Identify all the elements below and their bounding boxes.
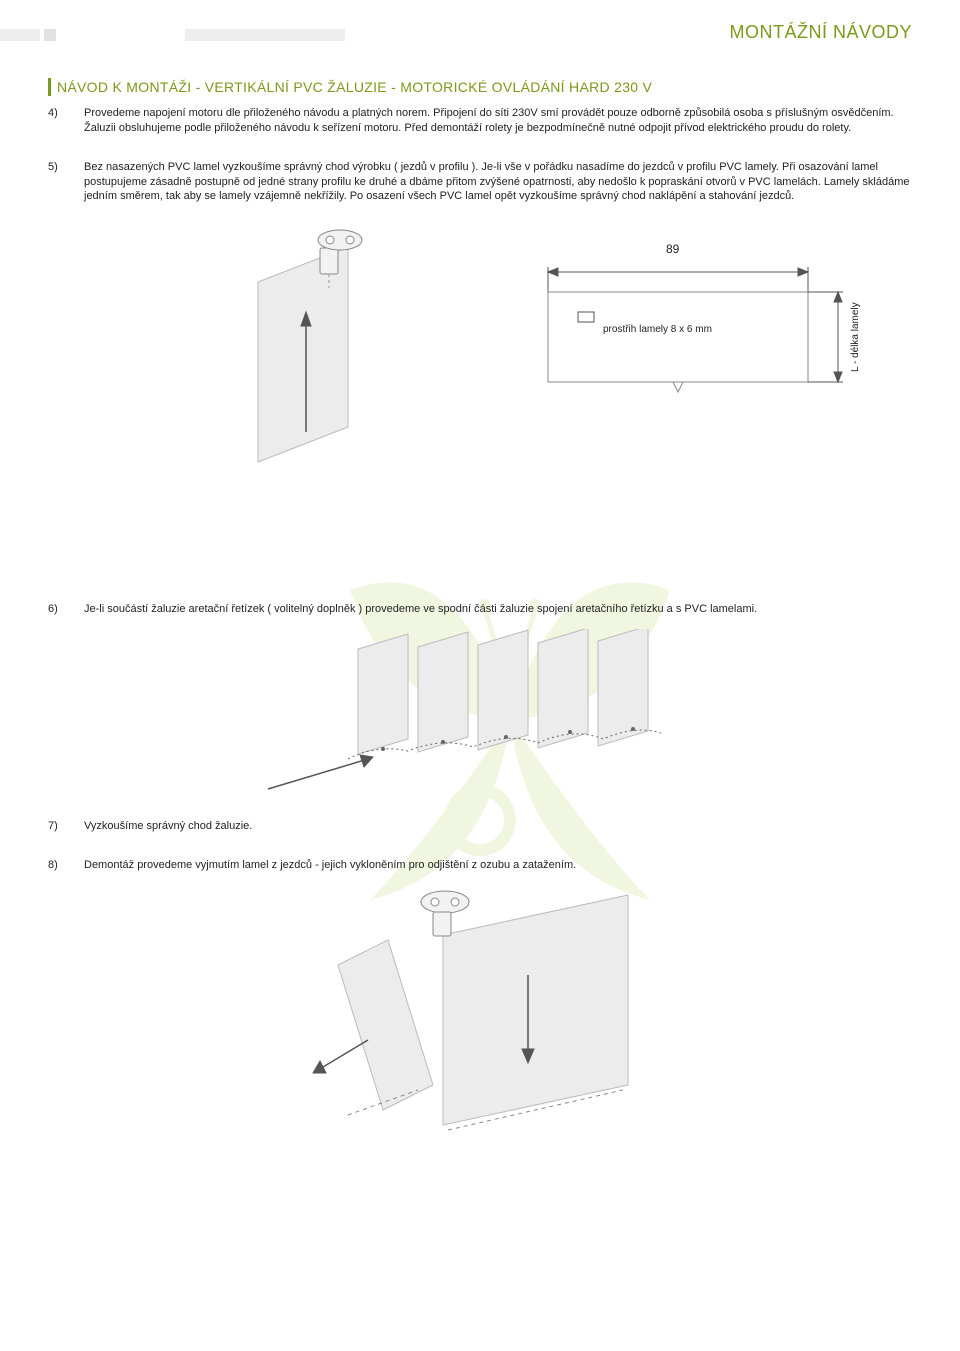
step-number: 6) — [48, 602, 84, 617]
step-number: 8) — [48, 858, 84, 873]
dimension-89: 89 — [666, 242, 679, 256]
page-title: NÁVOD K MONTÁŽI - VERTIKÁLNÍ PVC ŽALUZIE… — [57, 79, 652, 95]
step-number: 5) — [48, 160, 84, 205]
top-strip — [0, 28, 345, 40]
step-text: Demontáž provedeme vyjmutím lamel z jezd… — [84, 858, 912, 873]
figure-step8 — [48, 885, 912, 1145]
step-8: 8) Demontáž provedeme vyjmutím lamel z j… — [48, 858, 912, 873]
step-text: Provedeme napojení motoru dle přiloženéh… — [84, 106, 912, 136]
step-7: 7) Vyzkoušíme správný chod žaluzie. — [48, 819, 912, 834]
step-text: Vyzkoušíme správný chod žaluzie. — [84, 819, 912, 834]
step-text: Je-li součástí žaluzie aretační řetízek … — [84, 602, 912, 617]
length-label: L - délka lamely — [850, 303, 861, 373]
step-6: 6) Je-li součástí žaluzie aretační řetíz… — [48, 602, 912, 617]
step-number: 7) — [48, 819, 84, 834]
step-text: Bez nasazených PVC lamel vyzkoušíme sprá… — [84, 160, 912, 205]
figure-step5: 89 prostřih lamely 8 x 6 mm L - délka la… — [48, 212, 912, 472]
step-4: 4) Provedeme napojení motoru dle přilože… — [48, 106, 912, 136]
figure-step6 — [48, 629, 912, 809]
title-accent-bar — [48, 78, 51, 96]
step-5: 5) Bez nasazených PVC lamel vyzkoušíme s… — [48, 160, 912, 205]
slot-label: prostřih lamely 8 x 6 mm — [603, 324, 712, 335]
step-number: 4) — [48, 106, 84, 136]
header-category: MONTÁŽNÍ NÁVODY — [729, 22, 912, 43]
